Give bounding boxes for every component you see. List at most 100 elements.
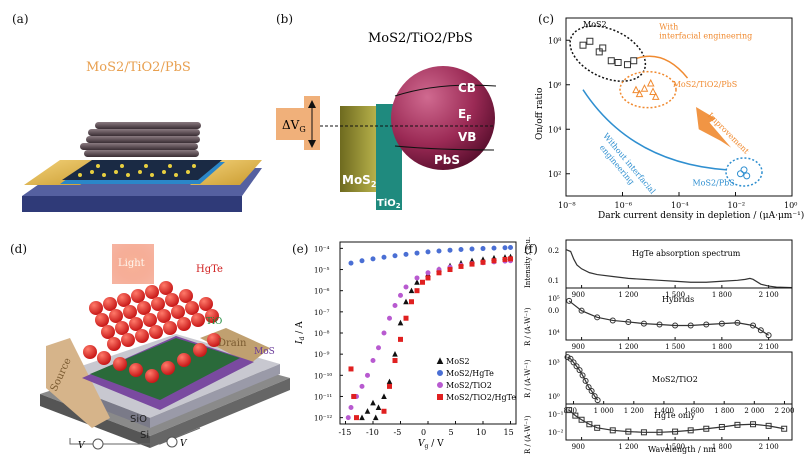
data-point: [420, 279, 425, 285]
y-tick-label: 10⁻¹⁰: [314, 372, 332, 380]
data-point: [765, 332, 772, 339]
data-point: [582, 377, 589, 384]
y-tick-label: 10⁻¹¹: [314, 393, 332, 401]
y-tick-label: 10²: [548, 170, 561, 179]
band-diagram: MoS2/TiO2/PbS ΔVG MoS2 TiO2 CB EF VB PbS: [276, 31, 497, 210]
x-tick-label: 1 200: [618, 291, 638, 299]
data-point: [508, 244, 513, 250]
legend-marker: [436, 357, 444, 364]
data-point: [502, 245, 508, 251]
data-point: [386, 378, 393, 385]
y-tick-label: 0.2: [548, 247, 559, 255]
legend-label: MoS2: [446, 357, 470, 366]
data-point: [480, 246, 486, 252]
data-point-triangle: [646, 78, 655, 87]
x-tick-label: -10: [366, 428, 379, 437]
panel-d: (d) L: [0, 228, 290, 455]
improvement-arrow: [696, 107, 732, 148]
tio2-pbs-ellipse: [619, 70, 677, 109]
y-tick-label: 10⁸: [548, 36, 561, 45]
data-point: [397, 319, 404, 326]
data-point-circle: [743, 172, 751, 180]
data-point: [376, 345, 381, 351]
x-tick-label: 1 200: [624, 407, 644, 415]
mos2-ellipse: [569, 25, 647, 82]
data-point: [458, 247, 464, 253]
data-point: [351, 393, 357, 399]
x-axis-label-f: Wavelength / nm: [648, 445, 716, 454]
x-tick-label: 1 500: [665, 343, 685, 351]
x-tick-label: 10⁻²: [728, 201, 746, 210]
x-axis-label: Vg / V: [418, 439, 444, 450]
data-point: [359, 383, 365, 389]
data-point: [345, 415, 351, 421]
chart-f: 0.2 0.1 0.0 900 1 200 1 500 1 800 2 100 HgTe abs…: [524, 237, 795, 454]
data-point: [436, 270, 442, 276]
x-tick-label: 900: [572, 291, 585, 299]
x-tick-label: 2 100: [759, 443, 779, 451]
data-point: [414, 275, 420, 281]
data-point: [640, 429, 647, 436]
panel-a-caption: MoS2/TiO2/PbS: [86, 60, 191, 75]
data-point: [640, 320, 647, 327]
pbs-sphere: [391, 66, 495, 170]
x-tick-label: 1 000: [594, 407, 614, 415]
data-point: [609, 317, 616, 324]
data-point: [414, 279, 420, 285]
data-point: [573, 363, 580, 370]
x-tick-label: 1 500: [665, 291, 685, 299]
data-point: [425, 249, 431, 255]
x-tick-label: 2 100: [759, 291, 779, 299]
data-point: [579, 372, 586, 379]
data-point: [609, 427, 616, 434]
data-point: [469, 261, 475, 267]
delta-vg-box: [276, 96, 320, 150]
x-tick-label: 1 600: [684, 407, 704, 415]
panel-f-label: (f): [524, 242, 538, 256]
y-tick-label: 0.0: [548, 307, 559, 315]
y-tick-label: 10⁶: [548, 81, 561, 90]
data-point: [687, 427, 694, 434]
panel-d-label: (d): [10, 242, 28, 256]
data-point: [594, 314, 601, 321]
data-point: [392, 302, 398, 308]
light-box: [112, 244, 154, 284]
x-tick-label: 10⁻⁴: [671, 201, 689, 210]
data-point: [703, 425, 710, 432]
x-tick-label: 1 400: [654, 407, 674, 415]
data-point: [625, 318, 632, 325]
mos2-label-d: MoS: [254, 347, 275, 357]
data-point: [425, 275, 431, 281]
subplot-title: HgTe absorption spectrum: [632, 249, 741, 258]
data-point: [425, 270, 431, 276]
sio2-label: SiO: [130, 414, 147, 425]
x-tick-label: -5: [394, 428, 402, 437]
y-axis-label-f1: Intensity / a.u.: [524, 237, 532, 288]
x-tick-label: 15: [504, 428, 514, 437]
data-point: [757, 327, 764, 334]
y-tick-label: 10⁻⁴: [314, 245, 330, 253]
data-point: [348, 260, 354, 266]
panel-e: (e) -15 -10 -5 0 5 10 15 10⁻⁴ 10⁻⁵ 10⁻⁶ 10⁻⁷ 10⁻⁸ 10…: [290, 228, 522, 455]
x-tick-label: 10⁻⁸: [558, 201, 576, 210]
data-point: [403, 315, 409, 321]
data-point: [625, 428, 632, 435]
data-point-square: [595, 48, 603, 56]
cb-label: CB: [458, 81, 476, 95]
drain-label: Drain: [218, 338, 247, 349]
series-line: [567, 356, 599, 401]
plot-frame: [565, 287, 793, 341]
data-point-triangle: [649, 87, 657, 95]
data-point: [354, 415, 359, 421]
x-tick-label: -15: [339, 428, 352, 437]
ef-label: EF: [458, 107, 472, 123]
data-point: [594, 424, 601, 431]
x-tick-label: 1 800: [712, 291, 732, 299]
x-tick-label: 10⁰: [784, 201, 797, 210]
data-point-square: [599, 44, 607, 52]
data-point: [703, 321, 710, 328]
device-illustration-a: [22, 122, 262, 212]
data-point-square: [607, 57, 615, 65]
data-point: [372, 414, 379, 421]
data-point: [381, 330, 387, 336]
